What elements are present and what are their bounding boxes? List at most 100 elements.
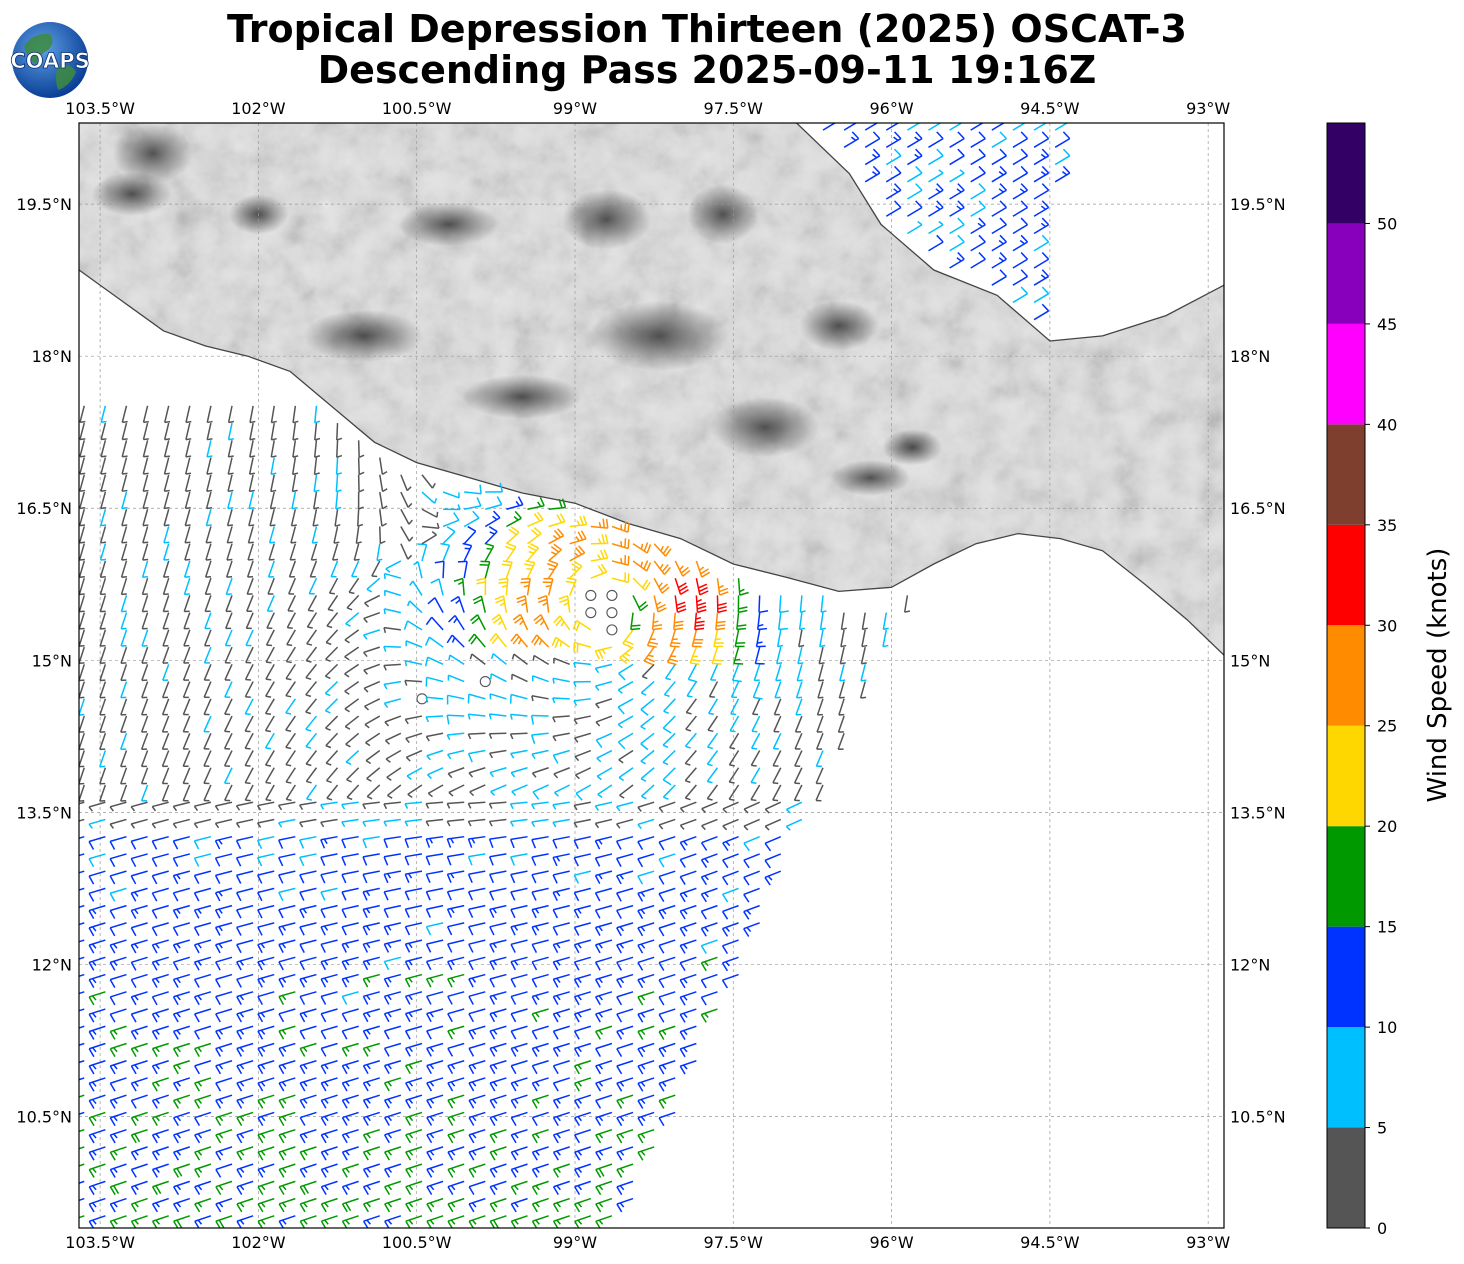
wind-barb-staff	[447, 818, 465, 823]
calm-wind-mark	[606, 607, 618, 619]
wind-barb-staff	[468, 835, 486, 840]
wind-barb-feather	[571, 563, 580, 570]
wind-barb-feather	[155, 1133, 160, 1139]
wind-barb-feather	[383, 1065, 390, 1075]
wind-barb-staff	[321, 1008, 338, 1015]
wind-barb-feather	[673, 627, 684, 631]
wind-barb-staff	[755, 629, 761, 647]
wind-barb-feather	[362, 995, 369, 1005]
wind-barb-feather	[701, 808, 707, 814]
wind-barb-staff	[490, 1180, 507, 1188]
wind-barb-feather	[408, 1064, 413, 1070]
wind-barb-staff	[576, 619, 592, 631]
wind-barb-feather	[799, 627, 806, 631]
wind-barb-feather	[764, 842, 772, 852]
wind-barb-staff	[152, 835, 169, 842]
wind-barb-staff	[553, 956, 570, 963]
wind-barb-feather	[492, 942, 498, 949]
wind-barb-staff	[489, 801, 507, 805]
wind-barb-staff	[325, 646, 339, 660]
wind-barb-feather	[130, 1031, 137, 1040]
wind-barb-staff	[447, 956, 465, 963]
wind-barb-feather	[155, 1219, 160, 1225]
wind-barb-feather	[468, 1203, 475, 1213]
wind-barb-staff	[326, 784, 339, 799]
wind-barb-feather	[215, 1100, 222, 1109]
wind-barb-staff	[553, 1025, 570, 1032]
wind-barb-feather	[616, 806, 621, 812]
wind-barb-feather	[408, 1185, 414, 1191]
wind-barb-feather	[1020, 183, 1029, 191]
wind-barb-feather	[122, 455, 128, 458]
wind-barb-feather	[176, 1098, 181, 1104]
wind-barb-feather	[257, 1134, 264, 1144]
wind-barb-feather	[935, 205, 941, 210]
wind-barb-staff	[722, 939, 739, 947]
wind-barb-staff	[511, 1146, 528, 1153]
wind-barb-feather	[383, 856, 389, 866]
wind-barb-staff	[79, 681, 85, 698]
wind-barb-staff	[468, 1008, 486, 1015]
wind-barb-feather	[637, 1013, 644, 1023]
wind-barb-feather	[471, 1167, 477, 1173]
wind-barb-feather	[577, 1064, 582, 1070]
wind-barb-feather	[619, 943, 625, 949]
wind-barb-feather	[292, 472, 299, 476]
wind-barb-staff	[79, 1094, 85, 1098]
wind-barb-feather	[348, 591, 355, 595]
wind-barb-staff	[1033, 189, 1050, 200]
wind-barb-staff	[574, 1008, 592, 1015]
wind-barb-feather	[249, 507, 255, 510]
wind-barb-staff	[616, 1163, 634, 1171]
wind-barb-feather	[197, 1167, 203, 1173]
wind-barb-feather	[79, 507, 86, 510]
wind-barb-staff	[464, 491, 482, 495]
wind-barb-feather	[265, 695, 272, 698]
wind-barb-feather	[492, 1029, 498, 1035]
lon-tick-label-bottom: 100.5°W	[382, 1233, 452, 1252]
wind-barb-staff	[513, 653, 528, 665]
wind-barb-staff	[285, 715, 296, 731]
wind-barb-staff	[684, 750, 697, 764]
wind-barb-feather	[366, 1133, 371, 1139]
wind-barb-feather	[595, 1169, 602, 1178]
wind-barb-feather	[324, 1150, 329, 1156]
wind-barb-staff	[970, 258, 986, 269]
wind-barb-feather	[594, 840, 601, 850]
wind-barb-staff	[427, 784, 444, 795]
wind-barb-staff	[79, 801, 85, 805]
wind-barb-staff	[320, 887, 338, 893]
wind-barb-feather	[403, 620, 409, 630]
wind-barb-feather	[385, 758, 391, 763]
wind-barb-feather	[218, 1098, 224, 1104]
wind-barb-feather	[552, 892, 558, 901]
wind-barb-staff	[324, 663, 339, 677]
wind-barb-feather	[489, 1169, 496, 1178]
wind-barb-feather	[510, 1013, 517, 1023]
wind-barb-staff	[79, 646, 85, 664]
wind-barb-staff	[268, 526, 275, 544]
wind-barb-feather	[658, 858, 665, 868]
wind-barb-feather	[552, 944, 559, 954]
wind-barb-staff	[595, 646, 613, 652]
wind-barb-feather	[576, 520, 581, 526]
wind-barb-feather	[121, 541, 128, 544]
wind-barb-feather	[468, 1065, 475, 1075]
wind-barb-feather	[363, 651, 368, 658]
wind-barb-feather	[594, 650, 601, 660]
wind-barb-staff	[355, 526, 360, 544]
wind-barb-feather	[679, 962, 686, 972]
wind-barb-feather	[341, 996, 348, 1005]
wind-barb-feather	[130, 1048, 137, 1058]
wind-barb-staff	[640, 698, 655, 711]
wind-barb-staff	[426, 676, 444, 683]
wind-barb-staff	[321, 1146, 338, 1153]
wind-barb-staff	[142, 474, 149, 492]
wind-barb-feather	[531, 978, 538, 988]
wind-barb-feather	[249, 472, 256, 475]
wind-barb-feather	[492, 1064, 498, 1070]
wind-barb-feather	[185, 507, 191, 510]
wind-barb-staff	[215, 904, 233, 911]
wind-barb-feather	[447, 1013, 453, 1023]
mountain-shade	[589, 300, 730, 371]
